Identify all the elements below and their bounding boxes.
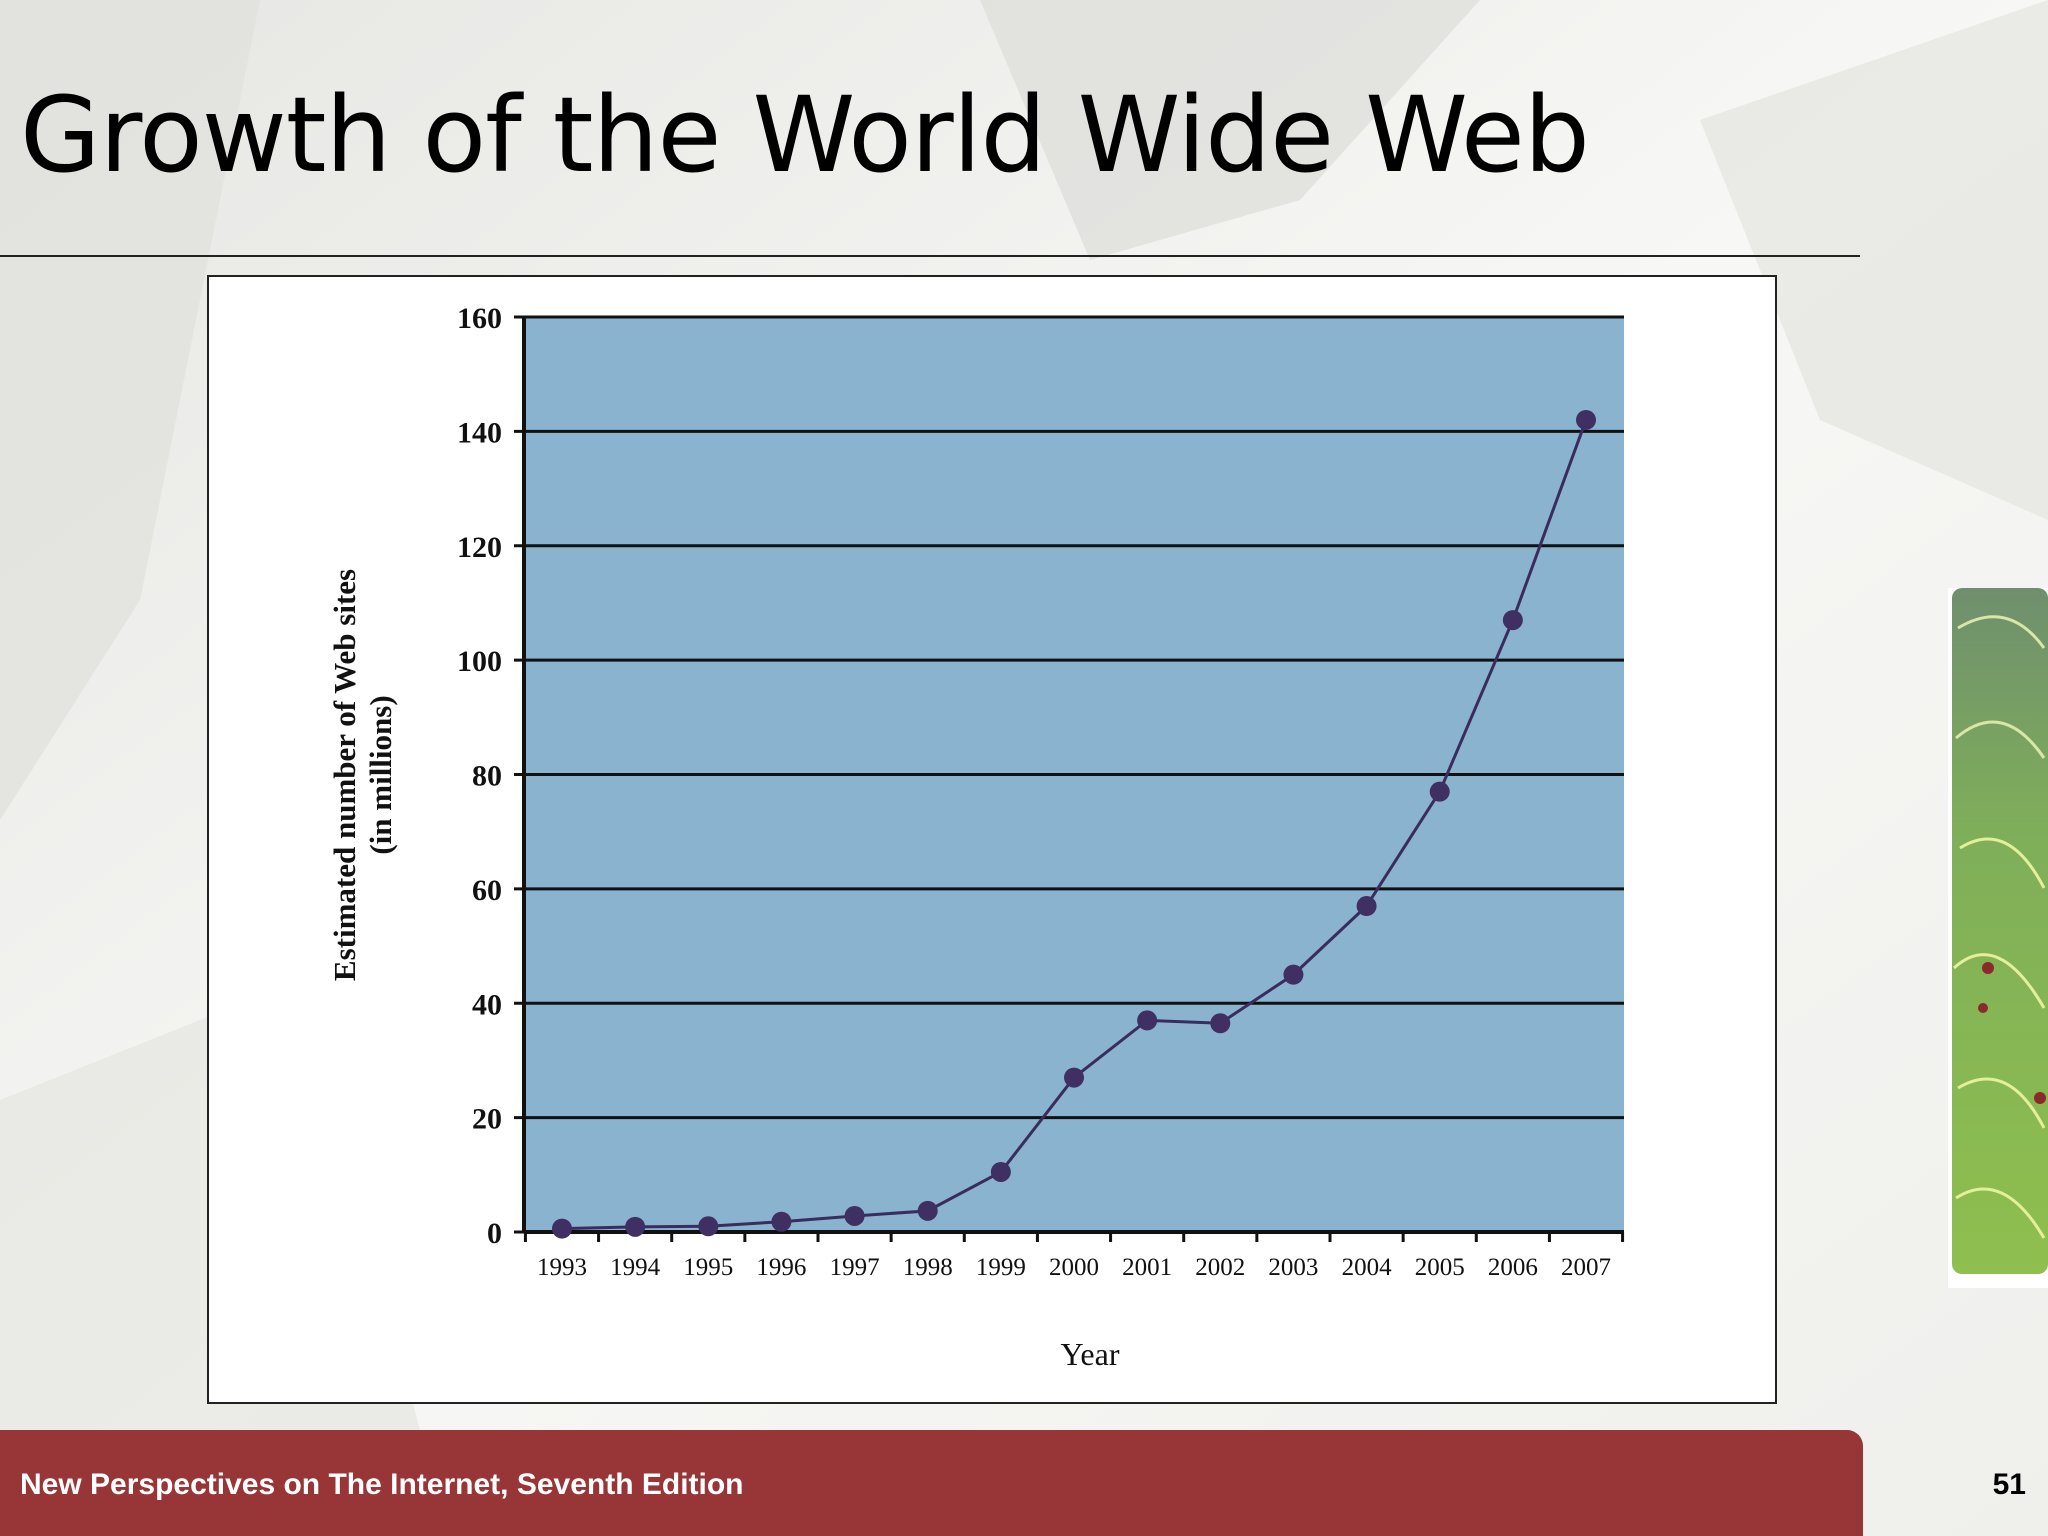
y-tick-label: 40 <box>472 988 502 1021</box>
x-tick-label: 1998 <box>903 1254 953 1281</box>
data-point <box>698 1216 719 1237</box>
y-axis-label: Estimated number of Web sites <box>327 569 362 981</box>
footer-bar <box>0 1430 1863 1536</box>
x-tick-label: 2005 <box>1415 1254 1465 1281</box>
data-points <box>552 409 1596 1239</box>
title-divider <box>0 255 1860 257</box>
data-point <box>1429 781 1450 802</box>
x-tick-label: 2002 <box>1195 1254 1245 1281</box>
x-axis-label: Year <box>1061 1336 1120 1372</box>
y-tick-label: 120 <box>457 531 502 564</box>
y-tick-label: 0 <box>487 1217 502 1250</box>
y-axis-sublabel: (in millions) <box>363 695 398 854</box>
page-number: 51 <box>1992 1468 2026 1501</box>
y-tick-label: 140 <box>457 416 502 449</box>
x-tick-label: 2007 <box>1561 1254 1611 1281</box>
data-point <box>844 1205 865 1226</box>
data-point <box>1137 1010 1158 1031</box>
y-tick-label: 60 <box>472 874 502 907</box>
x-tick-label: 1994 <box>610 1254 661 1281</box>
x-tick-label: 2001 <box>1122 1254 1172 1281</box>
data-point <box>917 1200 938 1221</box>
succulent-photo <box>1948 588 2048 1288</box>
y-tick-labels: 0 20 40 60 80 100 120 140 160 <box>457 302 502 1250</box>
y-tick-label: 80 <box>472 760 502 793</box>
y-tick-label: 100 <box>457 645 502 678</box>
data-point <box>552 1218 572 1239</box>
x-tick-label: 1995 <box>683 1254 733 1281</box>
x-tick-label: 2000 <box>1049 1254 1099 1281</box>
y-tick-label: 160 <box>457 302 502 335</box>
x-tick-label: 2006 <box>1488 1254 1538 1281</box>
footer-text: New Perspectives on The Internet, Sevent… <box>20 1468 744 1501</box>
x-tick-label: 1993 <box>537 1254 587 1281</box>
data-point <box>625 1216 646 1237</box>
x-tick-label: 1999 <box>976 1254 1026 1281</box>
x-tick-label: 2004 <box>1342 1254 1393 1281</box>
data-point <box>1064 1067 1084 1088</box>
data-point <box>1502 610 1523 631</box>
x-tick-label: 2003 <box>1268 1254 1318 1281</box>
data-point <box>1356 896 1377 917</box>
x-tick-label: 1997 <box>830 1254 880 1281</box>
x-tick-label: 1996 <box>756 1254 806 1281</box>
slide-title: Growth of the World Wide Web <box>20 74 1590 196</box>
x-tick-labels: 1993 1994 1995 1996 1997 1998 1999 2000 2001 2002… <box>537 1254 1611 1281</box>
data-point <box>1210 1013 1231 1034</box>
data-point <box>1283 964 1304 985</box>
data-point <box>990 1161 1011 1182</box>
y-tick-label: 20 <box>472 1103 502 1136</box>
data-point <box>1576 409 1596 430</box>
data-point <box>771 1211 792 1232</box>
